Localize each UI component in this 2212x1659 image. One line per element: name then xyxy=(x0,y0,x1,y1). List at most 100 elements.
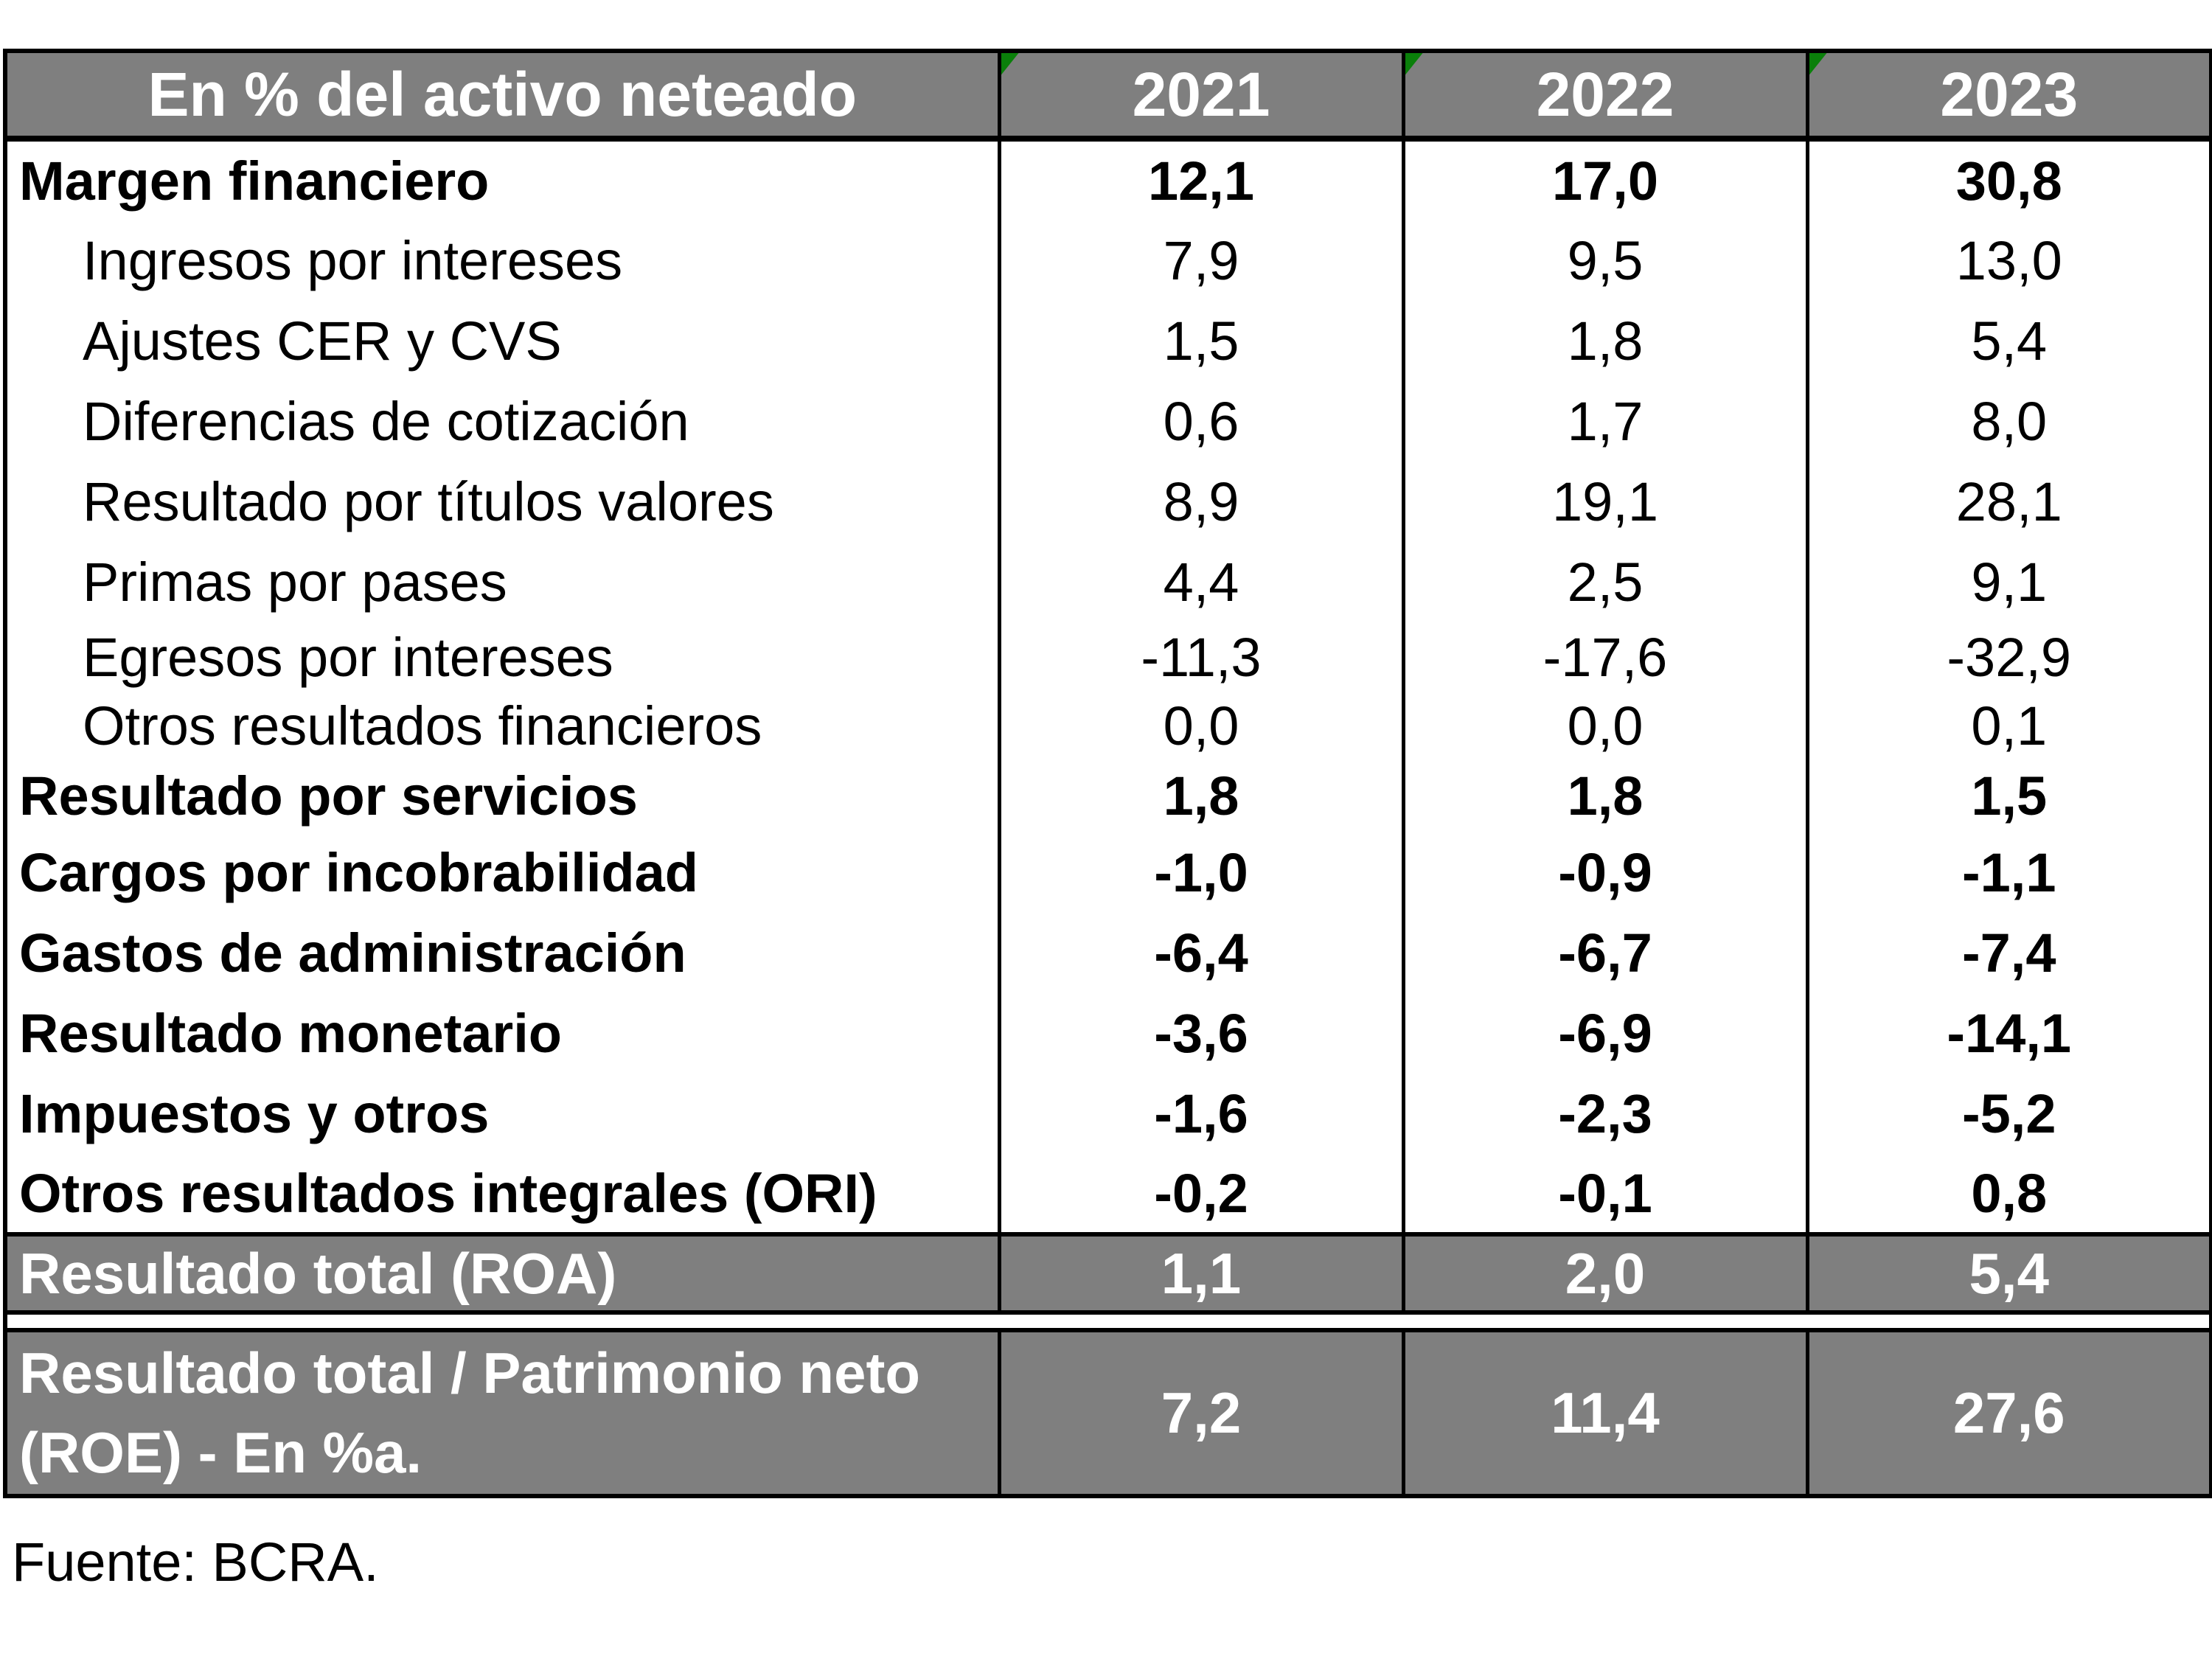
header-year-cell-2021: 2021 xyxy=(997,51,1403,142)
row-value-cell: 2,5 xyxy=(1401,542,1807,622)
row-value-cell: -0,9 xyxy=(1401,832,1807,913)
row-value-cell: -17,6 xyxy=(1401,622,1807,692)
row-value-cell: 11,4 xyxy=(1401,1330,1807,1496)
row-value-cell: -1,1 xyxy=(1805,832,2211,913)
row-label-cell: Ingresos por intereses xyxy=(83,230,623,291)
row-value-cell: 27,6 xyxy=(1805,1330,2211,1496)
spacer-cell xyxy=(5,1312,999,1332)
row-label-cell: Resultado por títulos valores xyxy=(83,471,774,532)
table-header: En % del activo neteado 2021 2022 2023 xyxy=(5,51,2211,142)
source-note: Fuente: BCRA. xyxy=(12,1531,379,1593)
row-value-cell: 30,8 xyxy=(1805,139,2211,220)
row-value-cell: 17,0 xyxy=(1401,139,1807,220)
row-value-cell: -11,3 xyxy=(997,622,1403,692)
row-value-cell: 7,9 xyxy=(997,220,1403,301)
excel-flag-icon xyxy=(1405,53,1423,75)
roe-row: Resultado total / Patrimonio neto (ROE) … xyxy=(5,1330,2211,1496)
row-value-cell: 5,4 xyxy=(1805,1234,2211,1315)
summary-section: Resultado total (ROA) 1,1 2,0 5,4 Result… xyxy=(5,1234,2211,1496)
row-value-cell: 8,0 xyxy=(1805,381,2211,462)
row-value-cell: -1,6 xyxy=(997,1074,1403,1154)
row-value-cell: -2,3 xyxy=(1401,1074,1807,1154)
table-row: Cargos por incobrabilidad -1,0 -0,9 -1,1 xyxy=(5,832,2211,913)
row-value-cell: 1,8 xyxy=(997,759,1403,832)
row-value-cell: 28,1 xyxy=(1805,462,2211,542)
row-value-cell: 2,0 xyxy=(1401,1234,1807,1315)
row-label-cell: Cargos por incobrabilidad xyxy=(19,842,698,903)
year-label: 2022 xyxy=(1536,59,1674,129)
roa-row: Resultado total (ROA) 1,1 2,0 5,4 xyxy=(5,1234,2211,1315)
row-value-cell: -6,4 xyxy=(997,913,1403,993)
row-label-cell: Ajustes CER y CVS xyxy=(83,310,562,372)
header-title: En % del activo neteado xyxy=(147,59,858,129)
table-row: Resultado por servicios 1,8 1,8 1,5 xyxy=(5,759,2211,832)
table-row: Diferencias de cotización 0,6 1,7 8,0 xyxy=(5,381,2211,462)
row-value-cell: 1,5 xyxy=(997,301,1403,381)
row-value-cell: -6,9 xyxy=(1401,993,1807,1074)
row-label-cell: Resultado total / Patrimonio neto (ROE) … xyxy=(5,1330,999,1496)
row-value-cell: 0,0 xyxy=(1401,692,1807,759)
row-label-cell: Margen financiero xyxy=(19,150,490,212)
row-label-cell: Otros resultados financieros xyxy=(83,695,762,757)
table-row: Resultado monetario -3,6 -6,9 -14,1 xyxy=(5,993,2211,1074)
row-value-cell: -0,2 xyxy=(997,1154,1403,1237)
row-label-cell: Primas por pases xyxy=(83,552,507,613)
header-year-cell-2023: 2023 xyxy=(1805,51,2211,142)
excel-flag-icon xyxy=(1001,53,1019,75)
table-row: Margen financiero 12,1 17,0 30,8 xyxy=(5,139,2211,220)
row-value-cell: 0,8 xyxy=(1805,1154,2211,1237)
table-row: Impuestos y otros -1,6 -2,3 -5,2 xyxy=(5,1074,2211,1154)
row-label-cell: Otros resultados integrales (ORI) xyxy=(5,1154,999,1237)
row-label-cell: Resultado por servicios xyxy=(19,765,638,827)
row-value-cell: 0,0 xyxy=(997,692,1403,759)
spacer-row xyxy=(5,1312,2211,1332)
year-label: 2021 xyxy=(1132,59,1270,129)
row-label-cell: Egresos por intereses xyxy=(83,626,613,688)
row-value-cell: 9,1 xyxy=(1805,542,2211,622)
table-row: Ajustes CER y CVS 1,5 1,8 5,4 xyxy=(5,301,2211,381)
row-label-cell: Resultado monetario xyxy=(19,1003,562,1064)
table-row: Egresos por intereses -11,3 -17,6 -32,9 xyxy=(5,622,2211,692)
row-value-cell: 0,1 xyxy=(1805,692,2211,759)
row-value-cell: 13,0 xyxy=(1805,220,2211,301)
row-value-cell: 1,5 xyxy=(1805,759,2211,832)
row-value-cell: 5,4 xyxy=(1805,301,2211,381)
financial-results-table: En % del activo neteado 2021 2022 2023 M… xyxy=(3,49,2212,1498)
row-value-cell: 0,6 xyxy=(997,381,1403,462)
row-label-cell: Gastos de administración xyxy=(19,922,686,984)
table-row: Otros resultados integrales (ORI) -0,2 -… xyxy=(5,1154,2211,1237)
row-label-cell: Resultado total (ROA) xyxy=(5,1234,999,1315)
row-value-cell: -7,4 xyxy=(1805,913,2211,993)
spacer-cell xyxy=(1403,1312,1807,1332)
header-title-cell: En % del activo neteado xyxy=(5,51,999,142)
excel-flag-icon xyxy=(1809,53,1827,75)
row-value-cell: -1,0 xyxy=(997,832,1403,913)
table-row: Otros resultados financieros 0,0 0,0 0,1 xyxy=(5,692,2211,759)
row-value-cell: -5,2 xyxy=(1805,1074,2211,1154)
header-year-cell-2022: 2022 xyxy=(1401,51,1807,142)
row-value-cell: 1,8 xyxy=(1401,759,1807,832)
table-body: Margen financiero 12,1 17,0 30,8 Ingreso… xyxy=(5,139,2211,1237)
row-value-cell: 9,5 xyxy=(1401,220,1807,301)
row-value-cell: 4,4 xyxy=(997,542,1403,622)
table-row: Primas por pases 4,4 2,5 9,1 xyxy=(5,542,2211,622)
row-value-cell: 1,8 xyxy=(1401,301,1807,381)
row-value-cell: 19,1 xyxy=(1401,462,1807,542)
row-label-cell: Impuestos y otros xyxy=(19,1083,490,1144)
header-row: En % del activo neteado 2021 2022 2023 xyxy=(5,51,2211,142)
row-value-cell: -0,1 xyxy=(1401,1154,1807,1237)
spacer-cell xyxy=(999,1312,1403,1332)
table-row: Resultado por títulos valores 8,9 19,1 2… xyxy=(5,462,2211,542)
row-value-cell: -3,6 xyxy=(997,993,1403,1074)
row-value-cell: -32,9 xyxy=(1805,622,2211,692)
row-value-cell: 8,9 xyxy=(997,462,1403,542)
table-row: Gastos de administración -6,4 -6,7 -7,4 xyxy=(5,913,2211,993)
row-value-cell: -14,1 xyxy=(1805,993,2211,1074)
row-value-cell: 1,7 xyxy=(1401,381,1807,462)
spacer-cell xyxy=(1807,1312,2211,1332)
year-label: 2023 xyxy=(1940,59,2079,129)
table-row: Ingresos por intereses 7,9 9,5 13,0 xyxy=(5,220,2211,301)
row-value-cell: -6,7 xyxy=(1401,913,1807,993)
row-value-cell: 7,2 xyxy=(997,1330,1403,1496)
